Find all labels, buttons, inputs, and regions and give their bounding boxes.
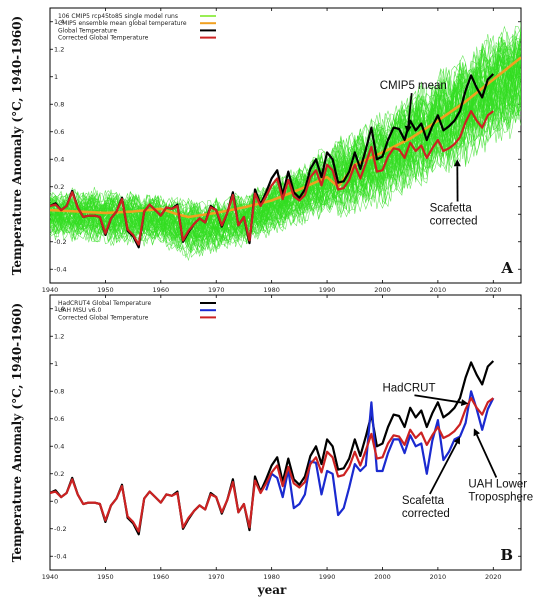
- x-tick-label: 2020: [485, 286, 502, 294]
- y-tick-label: 0.2: [54, 470, 64, 478]
- y-tick-label: -0.4: [54, 266, 67, 274]
- corrected-line: [50, 110, 494, 246]
- ensemble-run-line: [50, 33, 521, 230]
- x-tick-label: 2010: [430, 286, 447, 294]
- panel-a-frame: [49, 7, 522, 284]
- x-tick-label: 2010: [430, 573, 447, 581]
- legend-label: HadCRUT4 Global Temperature: [58, 300, 151, 307]
- x-tick-label: 1980: [263, 286, 280, 294]
- x-tick-label: 1950: [97, 573, 114, 581]
- legend-label: Corrected Global Temperature: [58, 35, 149, 42]
- panel-a-plot-area: [50, 21, 521, 262]
- y-tick-label: 0.8: [54, 101, 64, 109]
- x-tick-label: 1980: [263, 573, 280, 581]
- ensemble-run-line: [50, 82, 521, 249]
- y-tick-label: 0.4: [54, 156, 64, 164]
- legend-label: CMIP5 ensemble mean global temperature: [58, 20, 187, 27]
- panel-a-legend: 106 CMIP5 rcp45to85 single model runsCMI…: [58, 13, 216, 42]
- panel-a-y-axis-label: Temperature Anomaly (°C, 1940-1960): [10, 16, 24, 275]
- x-tick-label: 2000: [374, 573, 391, 581]
- annotation-text: corrected: [430, 216, 478, 228]
- ensemble-run-line: [50, 49, 521, 239]
- annotation-arrow: [429, 442, 458, 495]
- x-tick-label: 2000: [374, 286, 391, 294]
- corrected-line: [50, 397, 494, 533]
- annotation-arrowhead: [453, 436, 461, 445]
- annotation-text: Troposphere: [468, 492, 533, 504]
- annotation-arrow: [407, 93, 413, 127]
- y-tick-label: 1.2: [54, 333, 64, 341]
- legend-label: Global Temperature: [58, 27, 117, 34]
- legend-label: Corrected Global Temperature: [58, 314, 149, 321]
- x-tick-label: 1950: [97, 286, 114, 294]
- panel-b-chart: -0.4 -0.2 0 0.2 0.4 0.6 0.8 1 1.2 1.4 1940 1950 1960…: [10, 294, 533, 581]
- ensemble-run-line: [50, 88, 521, 254]
- y-tick-label: 1.4: [54, 18, 64, 26]
- y-tick-label: 1: [54, 360, 58, 368]
- y-tick-label: 1: [54, 73, 58, 81]
- y-tick-label: 1.2: [54, 46, 64, 54]
- y-tick-label: 0.8: [54, 388, 64, 396]
- x-tick-label: 1960: [153, 573, 170, 581]
- x-tick-label: 1990: [319, 286, 336, 294]
- y-tick-label: -0.4: [54, 553, 67, 561]
- x-tick-label: 1960: [153, 286, 170, 294]
- legend-label: 106 CMIP5 rcp45to85 single model runs: [58, 13, 178, 20]
- annotation-arrowhead: [473, 428, 480, 437]
- annotation-arrowhead: [460, 399, 469, 407]
- x-tick-label: 1990: [319, 573, 336, 581]
- annotation-text: UAH Lower: [468, 479, 527, 491]
- panel-a-label: A: [500, 259, 513, 277]
- y-tick-label: 0.4: [54, 443, 64, 451]
- x-tick-label: 1970: [208, 573, 225, 581]
- annotation-text: Scafetta: [402, 495, 445, 507]
- annotation-text: CMIP5 mean: [380, 80, 447, 92]
- ensemble-run-line: [50, 61, 521, 245]
- y-tick-label: -0.2: [54, 525, 67, 533]
- annotation-arrowhead: [453, 159, 461, 167]
- x-tick-label: 2020: [485, 573, 502, 581]
- y-tick-label: 0: [54, 498, 58, 506]
- annotation-text: Scafetta: [430, 203, 473, 215]
- panel-b-frame: [49, 294, 522, 571]
- uah-line: [265, 390, 495, 517]
- panel-b-label: B: [500, 546, 513, 564]
- y-tick-label: 0.6: [54, 415, 64, 423]
- y-tick-label: -0.2: [54, 238, 67, 246]
- annotation-arrow: [414, 394, 462, 404]
- annotation-text: HadCRUT: [382, 382, 435, 394]
- x-tick-label: 1940: [42, 573, 59, 581]
- legend-label: UAH MSU v6.0: [58, 307, 101, 314]
- y-tick-label: 0.6: [54, 128, 64, 136]
- annotation-arrow: [475, 434, 498, 478]
- y-tick-label: 0.2: [54, 183, 64, 191]
- panel-b-plot-area: [50, 360, 495, 536]
- annotation-arrowhead: [404, 125, 412, 134]
- x-axis-label: year: [257, 583, 287, 597]
- x-tick-label: 1970: [208, 286, 225, 294]
- annotation-text: corrected: [402, 508, 450, 520]
- y-tick-label: 1.4: [54, 305, 64, 313]
- ensemble-run-line: [50, 48, 521, 239]
- panel-b-y-axis-label: Temperature Anomaly (°C, 1940-1960): [10, 303, 24, 562]
- x-tick-label: 1940: [42, 286, 59, 294]
